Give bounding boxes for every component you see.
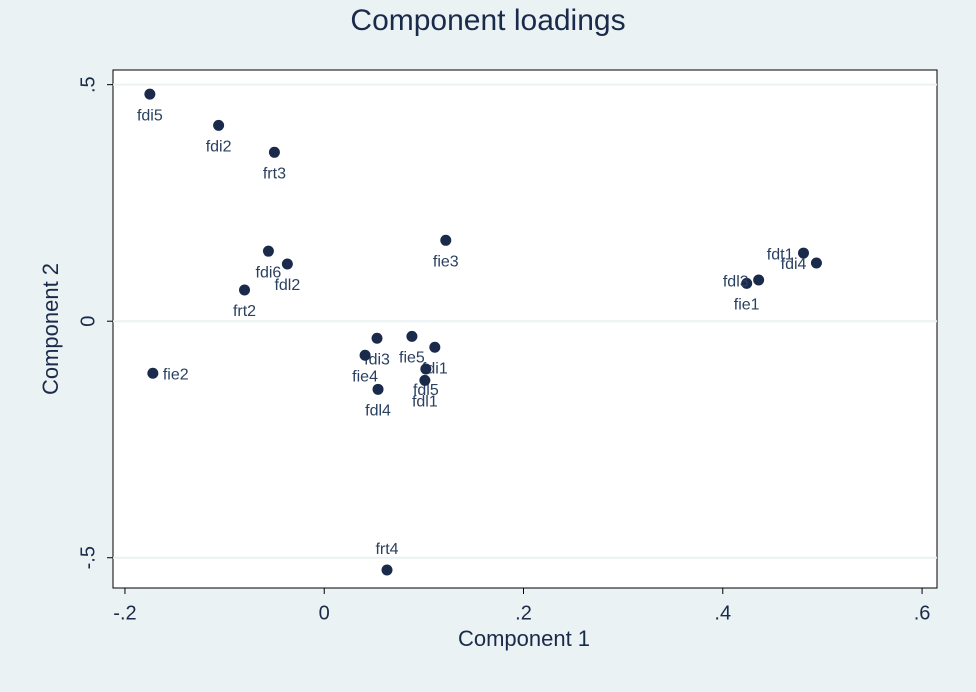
point [797,247,809,259]
point-label: frt3 [263,166,286,183]
point [147,367,159,379]
point-label: fdi5 [137,107,163,124]
point-label: fdi2 [206,139,232,156]
point-label: fdl2 [274,277,300,294]
y-axis-title: Component 2 [38,263,63,395]
point [281,258,293,270]
point [406,330,418,342]
point [419,374,431,386]
point-label: fdt1 [767,246,794,263]
y-tick-label: 0 [77,316,99,327]
point [753,274,765,286]
y-tick-label: .5 [77,76,99,93]
chart-title: Component loadings [350,4,625,37]
point-label: fdi3 [364,351,390,368]
x-tick-label: .6 [914,602,931,624]
point [741,277,753,289]
point [239,284,251,296]
point [268,146,280,158]
point [371,332,383,344]
point-label: fie1 [734,297,760,314]
point-label: frt4 [375,541,398,558]
point [440,234,452,246]
point [381,564,393,576]
point-label: fie2 [163,366,189,383]
point [262,245,274,257]
point-label: fdl5 [413,382,439,399]
point [213,119,225,131]
point-label: fie4 [352,368,378,385]
point [420,363,432,375]
point-label: fdi4 [781,256,807,273]
point-label: fdi6 [256,264,282,281]
point [810,257,822,269]
x-axis-title: Component 1 [458,626,590,651]
point-label: frt2 [233,303,256,320]
x-tick-label: 0 [319,602,330,624]
point-label: fie3 [433,254,459,271]
point [429,341,441,353]
x-tick-label: .2 [515,602,532,624]
point [144,88,156,100]
x-tick-label: .4 [714,602,731,624]
point-label: fdl4 [365,403,391,420]
point [359,349,371,361]
point-label: fdl3 [723,273,749,290]
y-tick-label: -.5 [77,546,99,569]
point-label: fie5 [399,350,425,367]
point [372,383,384,395]
plot-area [112,69,938,589]
x-tick-label: -.2 [113,602,136,624]
point-label: fdl1 [412,394,438,411]
